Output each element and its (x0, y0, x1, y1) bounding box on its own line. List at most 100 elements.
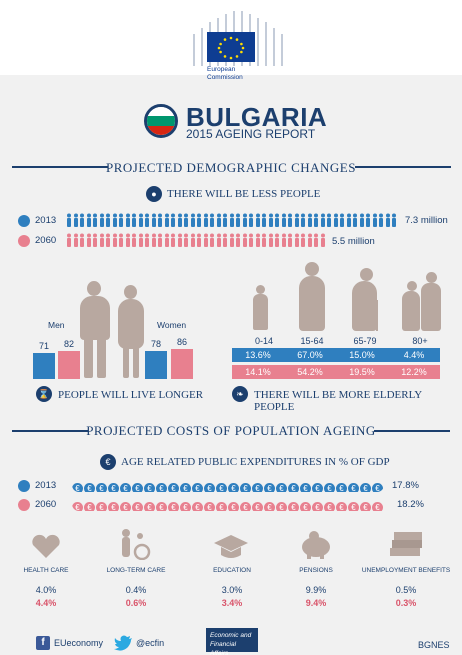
person-pictogram-icon (158, 213, 162, 227)
person-pictogram-icon (288, 213, 292, 227)
euro-coin-icon: € (324, 502, 335, 511)
person-pictogram-icon (99, 213, 104, 227)
men-label: Men (48, 320, 65, 330)
eu-flag-icon (207, 32, 255, 62)
man-leg (97, 338, 106, 378)
age-value: 19.5% (349, 367, 375, 377)
dg-ecfin-badge: Economic and Financial Affairs (206, 628, 258, 655)
euro-coin-icon: € (360, 483, 371, 492)
person-pictogram-icon (268, 233, 273, 247)
euro-coin-icon: € (144, 502, 155, 511)
person-pictogram-icon (184, 233, 188, 247)
person-pictogram-icon (73, 213, 78, 227)
piggy-bank-icon (302, 531, 330, 559)
person-pictogram-icon (255, 213, 260, 227)
women-2060-bar (171, 349, 193, 379)
euro-coin-icon: € (348, 502, 359, 511)
person-pictogram-icon (184, 213, 188, 227)
person-pictogram-icon (86, 213, 91, 227)
twitter-icon[interactable] (114, 634, 134, 652)
page-title: BULGARIA (186, 102, 328, 132)
woman-leg (133, 347, 139, 378)
person-pictogram-icon (340, 213, 344, 227)
euro-coin-icon: € (276, 483, 287, 492)
watermark: BGNES (418, 640, 450, 650)
person-pictogram-icon (151, 213, 156, 227)
age-label: 80+ (412, 336, 428, 346)
category-label: EDUCATION (213, 567, 251, 574)
euro-coin-icon: € (360, 502, 371, 511)
person-pictogram-icon (125, 233, 130, 247)
child-body (253, 294, 268, 330)
person-pictogram-icon (268, 213, 273, 227)
euro-coin-icon: € (132, 502, 143, 511)
euro-coin-icon: € (192, 483, 203, 492)
person-pictogram-icon (132, 233, 136, 247)
person-pictogram-icon (112, 233, 117, 247)
euro-coin-icon: € (168, 502, 179, 511)
person-pictogram-icon (236, 233, 240, 247)
person-pictogram-icon (307, 233, 312, 247)
euro-coin-icon: € (240, 502, 251, 511)
women-2060-value: 86 (176, 337, 187, 347)
euro-coin-icon: € (72, 483, 83, 492)
men-2060-bar (58, 351, 80, 379)
person-pictogram-icon (145, 233, 149, 247)
man-leg (84, 338, 93, 378)
women-2013-bar (145, 351, 167, 379)
euro-coin-icon: € (72, 502, 83, 511)
person-pictogram-icon (86, 233, 91, 247)
facebook-link[interactable]: EUeconomy (54, 638, 104, 648)
twitter-link[interactable]: @ecfin (136, 638, 165, 648)
euro-coin-icon: € (168, 483, 179, 492)
person-pictogram-icon (138, 233, 143, 247)
section-divider (12, 166, 108, 168)
person-pictogram-icon (392, 213, 396, 227)
category-2060-value: 3.4% (221, 598, 243, 608)
women-label: Women (157, 320, 187, 330)
category-2060-value: 9.4% (305, 598, 327, 608)
euro-coin-icon: € (156, 483, 167, 492)
euro-coin-icon: € (108, 483, 119, 492)
coin-row-2013: € € € € € € € € € € € € € € € € € € € € € € € € € € (72, 478, 384, 492)
man-body (80, 296, 110, 340)
person-pictogram-icon (125, 213, 130, 227)
section-title-costs: PROJECTED COSTS OF POPULATION AGEING (86, 423, 376, 438)
person-pictogram-icon (262, 233, 266, 247)
person-pictogram-icon (294, 213, 299, 227)
euro-coin-icon: € (84, 502, 95, 511)
euro-coin-icon: € (312, 502, 323, 511)
person-pictogram-icon (158, 233, 162, 247)
euro-coin-icon: € (288, 483, 299, 492)
euro-coin-icon: € (120, 483, 131, 492)
adult-figure-icon (305, 262, 319, 276)
euro-coin-icon: € (372, 502, 383, 511)
person-pictogram-icon (80, 213, 84, 227)
person-pictogram-icon (203, 233, 208, 247)
person-pictogram-icon (67, 233, 71, 247)
year-dot-2060 (18, 235, 30, 247)
category-label: HEALTH CARE (23, 567, 69, 574)
men-2013-value: 71 (38, 341, 49, 351)
person-pictogram-icon (301, 213, 305, 227)
year-dot-2013 (18, 215, 30, 227)
facebook-icon[interactable]: f (36, 636, 50, 650)
euro-coin-icon: € (144, 483, 155, 492)
section-divider (12, 430, 88, 432)
age-value: 4.4% (403, 350, 425, 360)
coin-row-2060: € € € € € € € € € € € € € € € € € € € € € € € € € € (72, 497, 390, 511)
person-pictogram-icon (106, 233, 110, 247)
age-row-2060: 14.1% 54.2% 19.5% 12.2% (232, 365, 440, 379)
person-pictogram-icon (132, 213, 136, 227)
wheelchair-icon (122, 529, 151, 560)
category-label: PENSIONS (299, 567, 333, 574)
person-pictogram-icon (210, 213, 214, 227)
category-2013-value: 9.9% (305, 585, 327, 595)
oldest-figure2-icon (426, 272, 437, 283)
adult-body (299, 276, 325, 331)
person-pictogram-icon (281, 233, 286, 247)
less-people-title: THERE WILL BE LESS PEOPLE (167, 188, 321, 200)
year-label-2060: 2060 (35, 235, 57, 246)
expenditure-title: AGE RELATED PUBLIC EXPENDITURES IN % OF … (121, 456, 390, 468)
euro-coin-icon: € (276, 502, 287, 511)
